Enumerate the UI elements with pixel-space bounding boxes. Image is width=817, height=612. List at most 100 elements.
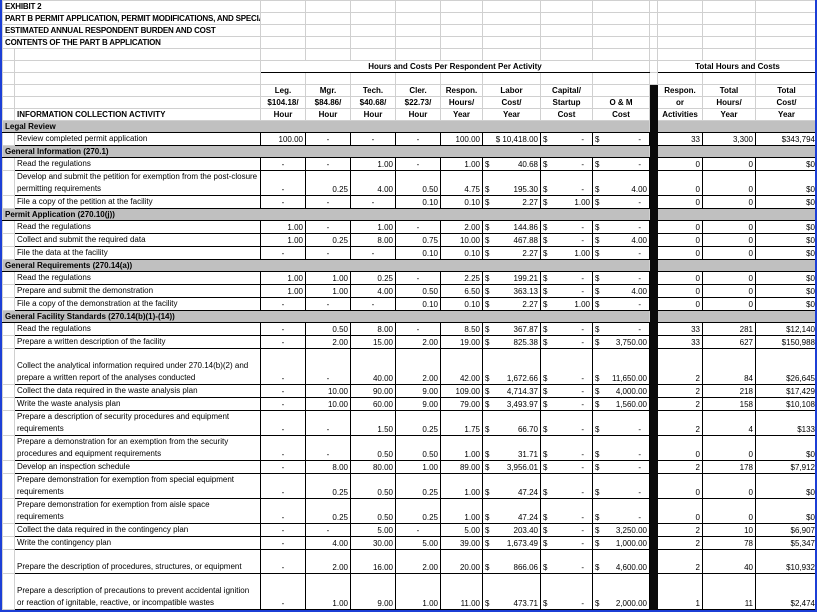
value-cell: 0 bbox=[657, 157, 703, 171]
empty-cell bbox=[2, 498, 15, 524]
value-cell: 0 bbox=[702, 271, 756, 285]
empty-cell bbox=[260, 12, 306, 25]
value-cell: 16.00 bbox=[350, 549, 396, 574]
capital-cost: $- bbox=[540, 435, 593, 461]
dollar-sign: $ bbox=[543, 387, 548, 396]
totals-heading: Total Hours and Costs bbox=[657, 60, 815, 73]
empty-cell bbox=[440, 36, 483, 49]
value-cell: 0.50 bbox=[350, 473, 396, 499]
money-value: $ - bbox=[543, 273, 590, 284]
amount: 467.88 bbox=[513, 236, 538, 245]
om-cost: $11,650.00 bbox=[592, 348, 650, 385]
activity-label: File a copy of the petition at the facil… bbox=[14, 195, 261, 209]
dollar-sign: $ bbox=[485, 300, 490, 309]
value-cell: 4.00 bbox=[350, 170, 396, 196]
empty-cell bbox=[2, 384, 15, 398]
empty-cell bbox=[350, 72, 396, 85]
money-value: $ - bbox=[543, 373, 590, 384]
money-value: $ 10,418.00 bbox=[485, 134, 538, 145]
value-cell: 1.00 bbox=[440, 498, 483, 524]
value-cell: 0 bbox=[657, 195, 703, 209]
empty-cell bbox=[702, 36, 756, 49]
amount: 3,750.00 bbox=[615, 338, 647, 347]
amount: 1.00 bbox=[574, 249, 590, 258]
empty-cell bbox=[657, 145, 815, 158]
money-value: $2.27 bbox=[485, 299, 538, 310]
empty-cell bbox=[649, 12, 658, 25]
column-header: Leg. bbox=[260, 84, 306, 97]
value-cell: 42.00 bbox=[440, 348, 483, 385]
labor-cost: $40.68 bbox=[482, 157, 541, 171]
value-cell: 0 bbox=[702, 157, 756, 171]
empty-cell bbox=[305, 12, 351, 25]
separator bbox=[649, 145, 658, 158]
dollar-sign: $ bbox=[595, 463, 600, 472]
value-cell: 1.00 bbox=[260, 233, 306, 247]
value-cell: 90.00 bbox=[350, 384, 396, 398]
value-cell: - bbox=[305, 132, 351, 146]
separator bbox=[649, 84, 658, 97]
labor-cost: $2.27 bbox=[482, 297, 541, 311]
empty-cell bbox=[14, 72, 261, 85]
value-cell: - bbox=[395, 132, 441, 146]
blank-row bbox=[2, 72, 815, 85]
activity-label: Prepare demonstration for exemption from… bbox=[14, 473, 261, 499]
money-value: $ - bbox=[543, 562, 590, 573]
labor-cost: $866.06 bbox=[482, 549, 541, 574]
capital-cost: $- bbox=[540, 460, 593, 474]
empty-cell bbox=[2, 271, 15, 285]
value-cell: 1.00 bbox=[350, 220, 396, 234]
value-cell: 0 bbox=[702, 220, 756, 234]
value-cell: 0 bbox=[657, 246, 703, 260]
table-row: Prepare demonstration for exemption from… bbox=[2, 473, 815, 499]
value-cell: 6.50 bbox=[440, 284, 483, 298]
dollar-sign: $ bbox=[595, 526, 600, 535]
table-row: Write the contingency plan -4.00 30.00 5.00… bbox=[2, 536, 815, 550]
title-row: PART B PERMIT APPLICATION, PERMIT MODIFI… bbox=[2, 12, 815, 25]
money-value: $2,000.00 bbox=[595, 598, 647, 609]
empty-cell bbox=[755, 48, 815, 61]
om-cost: $2,000.00 bbox=[592, 573, 650, 610]
empty-cell bbox=[592, 24, 650, 37]
title-row: CONTENTS OF THE PART B APPLICATION bbox=[2, 36, 815, 49]
empty-cell bbox=[14, 84, 261, 97]
dollar-sign: $ bbox=[485, 236, 490, 245]
value-cell: $0 bbox=[755, 473, 815, 499]
om-cost: $1,560.00 bbox=[592, 397, 650, 411]
separator bbox=[649, 195, 658, 209]
empty-cell bbox=[755, 36, 815, 49]
column-header: Hours/ bbox=[702, 96, 756, 109]
money-value: $ - bbox=[543, 235, 590, 246]
title-text: ESTIMATED ANNUAL RESPONDENT BURDEN AND C… bbox=[2, 24, 261, 37]
empty-cell bbox=[395, 24, 441, 37]
empty-cell bbox=[2, 348, 15, 385]
dollar-sign: $ bbox=[595, 488, 600, 497]
empty-cell bbox=[395, 48, 441, 61]
value-cell: 33 bbox=[657, 335, 703, 349]
money-value: $ - bbox=[543, 134, 590, 145]
header-group-row: Hours and Costs Per Respondent Per Activ… bbox=[2, 60, 815, 73]
amount: - bbox=[638, 513, 641, 522]
dollar-sign: $ bbox=[595, 135, 600, 144]
value-cell: - bbox=[260, 549, 306, 574]
dollar-sign: $ bbox=[543, 400, 548, 409]
value-cell: $105 bbox=[755, 609, 815, 610]
separator bbox=[649, 322, 658, 336]
om-cost: $4.00 bbox=[592, 233, 650, 247]
empty-cell bbox=[260, 0, 306, 13]
value-cell: 1.00 bbox=[440, 473, 483, 499]
money-value: $11,650.00 bbox=[595, 373, 647, 384]
dollar-sign: $ bbox=[595, 325, 600, 334]
amount: - bbox=[581, 488, 584, 497]
dollar-sign: $ bbox=[543, 513, 548, 522]
amount: 66.70 bbox=[517, 425, 538, 434]
value-cell: 2.00 bbox=[305, 549, 351, 574]
empty-cell bbox=[657, 24, 703, 37]
activity-label: Prepare a demonstration for an exemption… bbox=[14, 435, 261, 461]
title-text: EXHIBIT 2 bbox=[2, 0, 261, 13]
labor-cost: $825.38 bbox=[482, 335, 541, 349]
money-value: $ - bbox=[595, 462, 647, 473]
activity-label: Prepare a written description of the fac… bbox=[14, 335, 261, 349]
value-cell: 0.50 bbox=[395, 284, 441, 298]
value-cell: 0.25 bbox=[350, 271, 396, 285]
